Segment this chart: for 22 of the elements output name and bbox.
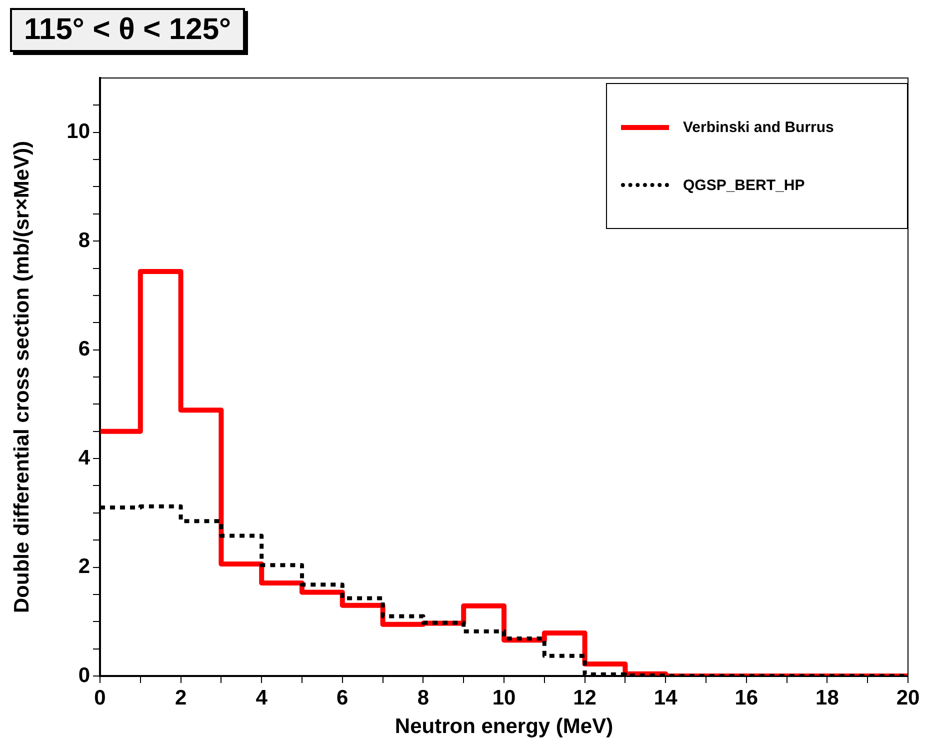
y-tick-label: 6	[78, 338, 90, 361]
legend-label: Verbinski and Burrus	[683, 118, 834, 136]
y-tick-label: 8	[78, 228, 90, 252]
x-tick-label: 0	[94, 686, 106, 710]
x-tick-label: 2	[174, 686, 187, 710]
x-tick-label: 16	[734, 686, 758, 710]
chart-title: 115° < θ < 125°	[10, 8, 246, 52]
x-tick-label: 14	[654, 686, 678, 710]
x-tick-label: 4	[256, 686, 268, 710]
x-tick-label: 10	[492, 686, 516, 710]
y-tick-label: 10	[66, 120, 90, 144]
x-tick-label: 12	[573, 686, 596, 710]
x-tick-label: 18	[816, 686, 840, 710]
y-tick-label: 4	[78, 446, 90, 470]
x-tick-label: 8	[417, 686, 430, 710]
x-axis-title: Neutron energy (MeV)	[394, 715, 614, 738]
y-tick-label: 0	[78, 664, 90, 687]
legend-label: QGSP_BERT_HP	[683, 176, 805, 194]
y-tick-label: 2	[78, 555, 90, 578]
y-axis-title: Double differential cross section (mb/(sr×MeV))	[10, 140, 34, 614]
x-tick-label: 20	[896, 686, 920, 710]
x-tick-label: 6	[336, 686, 348, 710]
